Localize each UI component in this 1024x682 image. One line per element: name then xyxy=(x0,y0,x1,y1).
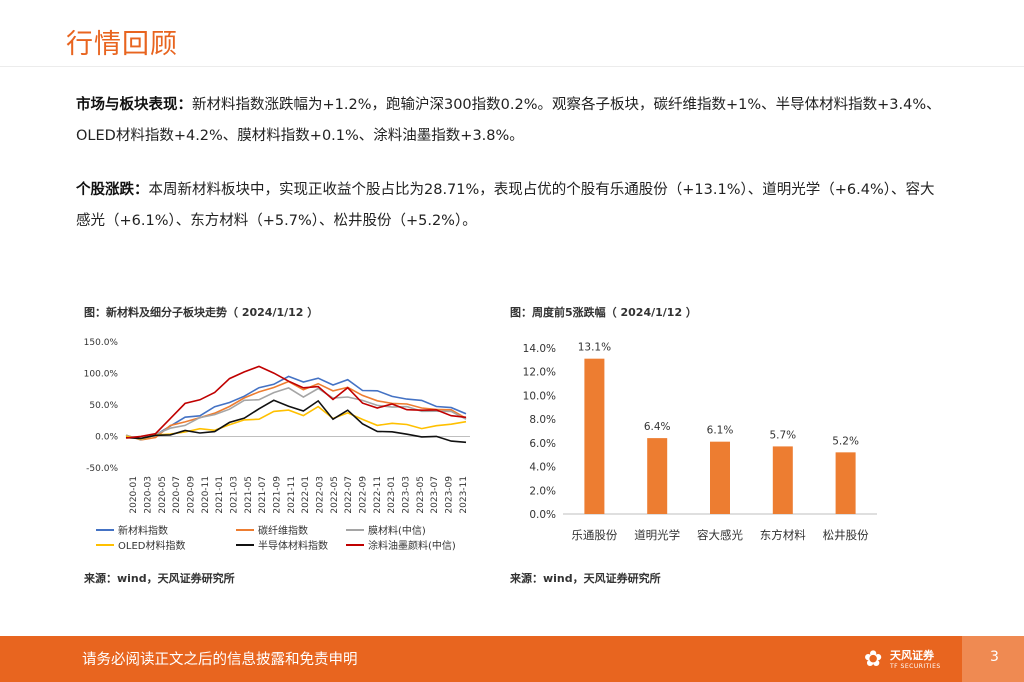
x-tick-label: 2020-05 xyxy=(158,476,168,514)
y-tick-label: 4.0% xyxy=(529,462,556,474)
logo-english: TF SECURITIES xyxy=(890,663,941,670)
x-tick-label: 2023-07 xyxy=(430,476,440,514)
bar-chart-title: 图：周度前5涨跌幅（ 2024/1/12 ） xyxy=(510,306,697,319)
x-tick-label: 2022-07 xyxy=(344,476,354,514)
y-tick-label: 0.0% xyxy=(95,433,118,443)
x-tick-label: 2023-05 xyxy=(416,476,426,514)
y-tick-label: 6.0% xyxy=(529,438,556,450)
series-line xyxy=(125,387,467,441)
legend-label: 涂料油墨颜料(中信) xyxy=(368,539,456,552)
x-tick-label: 2021-05 xyxy=(244,476,254,514)
y-tick-label: 14.0% xyxy=(523,343,556,355)
logo-name: 天风证券 xyxy=(890,649,934,662)
x-tick-label: 2021-09 xyxy=(273,476,283,514)
x-tick-label: 2022-05 xyxy=(330,476,340,514)
bar xyxy=(647,438,668,514)
flower-icon: ✿ xyxy=(864,647,883,672)
legend-label: 膜材料(中信) xyxy=(368,524,426,537)
title-divider xyxy=(0,66,1024,67)
x-tick-label: 2020-03 xyxy=(144,476,154,514)
y-tick-label: 8.0% xyxy=(529,414,556,426)
x-tick-label: 2020-07 xyxy=(172,476,182,514)
bar-chart: 14.0% 12.0% 10.0% 8.0% 6.0% 4.0% 2.0% 0.0% 13.1%… xyxy=(523,342,877,542)
category-label: 松井股份 xyxy=(823,528,869,542)
x-tick-label: 2023-01 xyxy=(387,476,397,514)
series-line xyxy=(125,405,467,440)
stock-movement-text: 本周新材料板块中，实现正收益个股占比为28.71%，表现占优的个股有乐通股份（+… xyxy=(76,182,935,229)
x-tick-label: 2021-03 xyxy=(230,476,240,514)
data-label: 5.7% xyxy=(769,429,796,441)
data-label: 6.4% xyxy=(644,421,671,433)
x-tick-label: 2020-09 xyxy=(187,476,197,514)
x-tick-label: 2023-03 xyxy=(402,476,412,514)
category-label: 乐通股份 xyxy=(571,528,617,542)
data-label: 6.1% xyxy=(707,425,734,437)
stock-movement-label: 个股涨跌： xyxy=(76,182,149,198)
market-performance-paragraph: 市场与板块表现：新材料指数涨跌幅为+1.2%，跑输沪深300指数0.2%。观察各… xyxy=(76,90,946,152)
footer-bar: 请务必阅读正文之后的信息披露和免责申明 ✿ 天风证券 TF SECURITIES… xyxy=(0,636,1024,682)
x-tick-label: 2023-09 xyxy=(445,476,455,514)
page-number-box xyxy=(962,636,1024,682)
x-tick-label: 2023-11 xyxy=(459,476,469,514)
y-tick-label: 12.0% xyxy=(523,367,556,379)
series-line xyxy=(125,375,467,440)
market-performance-label: 市场与板块表现： xyxy=(76,97,192,113)
legend-label: 半导体材料指数 xyxy=(258,539,328,552)
data-label: 13.1% xyxy=(578,342,611,354)
page-number: 3 xyxy=(990,649,999,665)
x-tick-label: 2020-11 xyxy=(201,476,211,514)
y-tick-label: 10.0% xyxy=(523,390,556,402)
line-chart-source: 来源：wind，天风证券研究所 xyxy=(84,572,235,585)
x-tick-label: 2022-03 xyxy=(316,476,326,514)
y-tick-label: -50.0% xyxy=(86,464,118,474)
x-tick-label: 2020-01 xyxy=(129,476,139,514)
line-chart-title: 图：新材料及细分子板块走势（ 2024/1/12 ） xyxy=(84,306,319,319)
bar xyxy=(710,441,730,514)
bar xyxy=(584,358,605,514)
company-logo: ✿ 天风证券 TF SECURITIES xyxy=(864,645,952,675)
line-chart: 150.0% 100.0% 50.0% 0.0% -50.0% 2020-01 2020-0… xyxy=(84,338,470,552)
bar xyxy=(772,446,793,514)
series-line xyxy=(125,365,467,439)
bar-chart-source: 来源：wind，天风证券研究所 xyxy=(510,572,661,585)
data-label: 5.2% xyxy=(832,435,859,447)
x-tick-label: 2022-01 xyxy=(301,476,311,514)
y-tick-label: 0.0% xyxy=(529,509,556,521)
bar xyxy=(835,452,856,514)
series-line xyxy=(125,380,467,441)
x-tick-label: 2021-07 xyxy=(258,476,268,514)
y-tick-label: 100.0% xyxy=(84,370,119,380)
legend-label: 新材料指数 xyxy=(118,524,168,537)
x-tick-label: 2021-11 xyxy=(287,476,297,514)
y-tick-label: 50.0% xyxy=(89,401,118,411)
disclaimer-text: 请务必阅读正文之后的信息披露和免责申明 xyxy=(82,652,358,668)
x-tick-label: 2022-09 xyxy=(359,476,369,514)
market-performance-text: 新材料指数涨跌幅为+1.2%，跑输沪深300指数0.2%。观察各子板块，碳纤维指… xyxy=(76,97,941,144)
category-label: 道明光学 xyxy=(634,528,680,542)
category-label: 容大感光 xyxy=(697,528,743,542)
legend-label: 碳纤维指数 xyxy=(258,524,308,537)
legend-label: OLED材料指数 xyxy=(118,539,185,552)
x-tick-label: 2021-01 xyxy=(215,476,225,514)
series-line xyxy=(125,399,467,444)
y-tick-label: 150.0% xyxy=(84,338,119,348)
category-label: 东方材料 xyxy=(760,528,806,542)
x-tick-label: 2022-11 xyxy=(373,476,383,514)
stock-movement-paragraph: 个股涨跌：本周新材料板块中，实现正收益个股占比为28.71%，表现占优的个股有乐… xyxy=(76,175,946,237)
y-tick-label: 2.0% xyxy=(529,485,556,497)
page-title: 行情回顾 xyxy=(66,29,178,60)
